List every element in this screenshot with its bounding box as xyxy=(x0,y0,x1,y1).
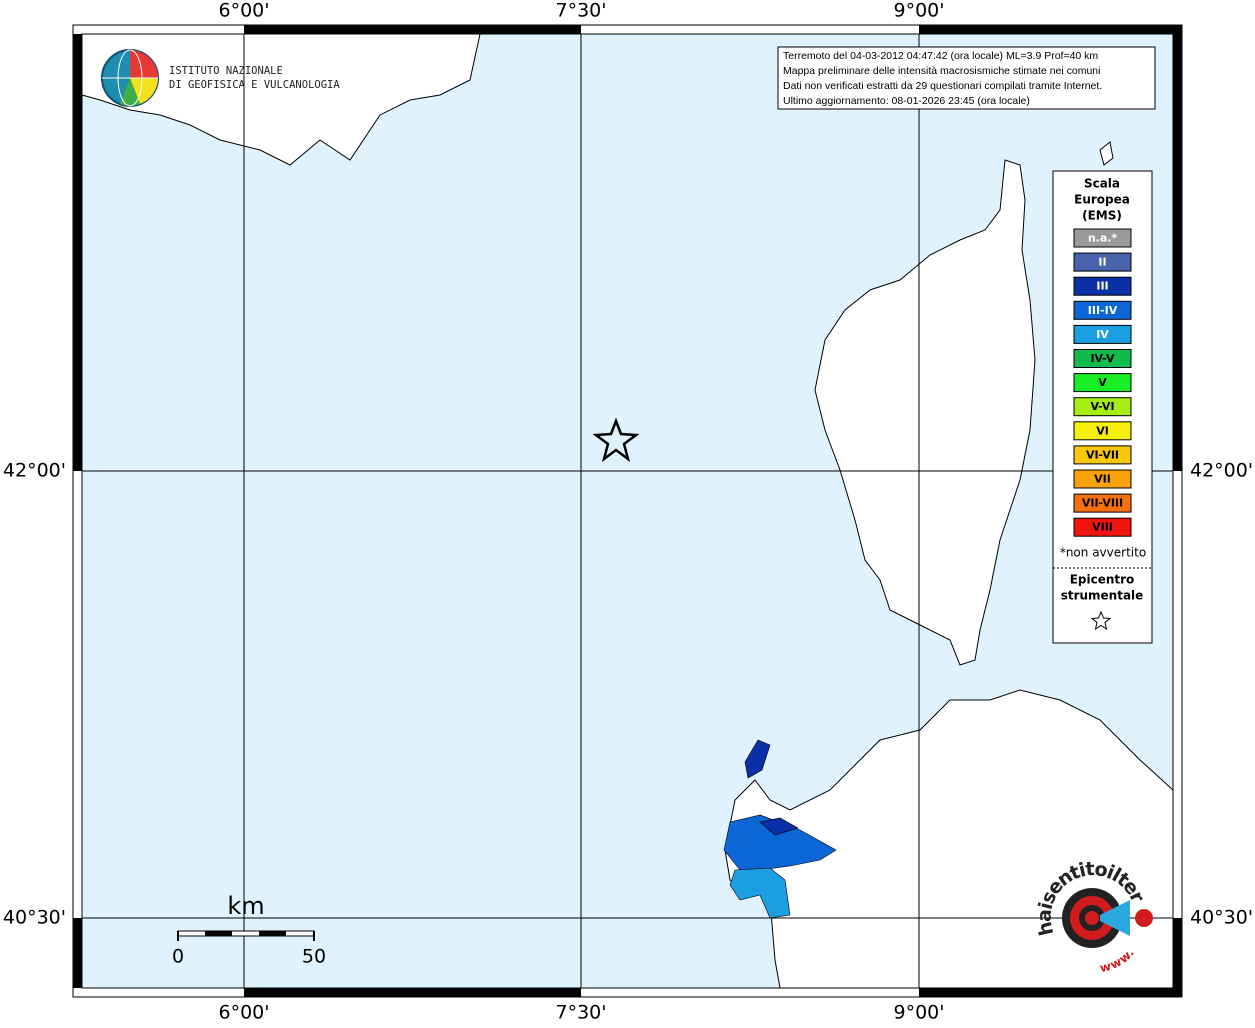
lat-label: 40°30' xyxy=(3,907,66,929)
lon-label: 6°00' xyxy=(219,0,270,22)
frame-segment xyxy=(919,988,1182,997)
logo-question xyxy=(1135,909,1153,927)
legend-footnote: *non avvertito xyxy=(1060,546,1146,560)
lat-label: 40°30' xyxy=(1190,907,1253,929)
legend-star xyxy=(1090,610,1112,631)
lat-label: 42°00' xyxy=(1190,460,1253,482)
info-box-frame xyxy=(777,46,1156,110)
legend-label: III-IV xyxy=(1088,304,1118,317)
logo-text: DI GEOFISICA E VULCANOLOGIA xyxy=(169,79,340,91)
scale-segment xyxy=(205,931,232,936)
graticule xyxy=(82,34,1173,988)
scale-unit: km xyxy=(227,892,264,920)
corsica xyxy=(814,159,1036,666)
legend-label: V xyxy=(1098,376,1107,389)
legend-epicenter: strumentale xyxy=(1061,589,1144,603)
lon-label: 7°30' xyxy=(556,1002,607,1024)
legend-swatch xyxy=(1073,373,1132,393)
frame-segment xyxy=(244,988,581,997)
frame-segment xyxy=(73,34,82,471)
legend-label: VIII xyxy=(1092,521,1113,534)
scale-segment xyxy=(259,931,286,936)
legend-swatch xyxy=(1073,324,1132,344)
legend-epicenter: Epicentro xyxy=(1070,573,1135,587)
lat-label: 42°00' xyxy=(3,460,66,482)
legend-swatch xyxy=(1073,421,1132,441)
info-line: Ultimo aggiornamento: 08-01-2026 23:45 (… xyxy=(783,95,1030,107)
logo-sector xyxy=(130,78,158,104)
region-iii xyxy=(744,739,771,779)
scale-label: 50 xyxy=(302,946,326,968)
legend-swatch xyxy=(1073,517,1132,537)
frame-segment xyxy=(244,25,581,34)
legend-label: VII-VIII xyxy=(1082,497,1123,510)
island xyxy=(1099,141,1114,166)
logo-sector xyxy=(130,50,158,78)
logo-text: ISTITUTO NAZIONALE xyxy=(169,65,283,77)
lon-label: 7°30' xyxy=(556,0,607,22)
frame-segment xyxy=(1173,918,1182,988)
legend-swatch xyxy=(1073,469,1132,489)
legend-label: n.a.* xyxy=(1088,232,1118,245)
frame-segment xyxy=(919,25,1182,34)
legend-label: III xyxy=(1096,280,1108,293)
institute-logo: ISTITUTO NAZIONALE DI GEOFISICA E VULCAN… xyxy=(101,49,340,107)
legend-swatch xyxy=(1073,349,1132,368)
legend-swatch xyxy=(1073,493,1132,513)
frame-inner xyxy=(81,33,1174,989)
land xyxy=(82,34,1173,988)
legend-swatch xyxy=(1073,276,1132,296)
scale-bar: km 0 50 xyxy=(172,892,326,968)
legend-label: V-VI xyxy=(1090,400,1114,413)
legend-swatch xyxy=(1073,228,1132,248)
legend: Scala Europea (EMS) *non avvertito Epice… xyxy=(1052,170,1153,644)
coordinate-labels: 6°00' 7°30' 9°00' 6°00' 7°30' 9°00' 42°0… xyxy=(3,0,1253,1024)
epicenter-star xyxy=(592,417,640,463)
lon-label: 9°00' xyxy=(894,0,945,22)
frame-segment xyxy=(1173,34,1182,471)
legend-title: Scala xyxy=(1084,177,1120,191)
legend-title: Europea xyxy=(1074,193,1130,207)
legend-label: VI xyxy=(1096,424,1109,437)
frame-outer xyxy=(72,24,1183,998)
legend-label: IV-V xyxy=(1090,352,1115,365)
frame-segment xyxy=(73,918,82,988)
logo-sector xyxy=(120,78,140,106)
lon-label: 6°00' xyxy=(219,1002,270,1024)
legend-label: VI-VII xyxy=(1086,448,1119,461)
lon-label: 9°00' xyxy=(894,1002,945,1024)
legend-swatch xyxy=(1073,300,1132,320)
scale-label: 0 xyxy=(172,946,184,968)
legend-label: IV xyxy=(1096,328,1109,341)
legend-label: VII xyxy=(1094,473,1111,486)
legend-swatch xyxy=(1073,252,1132,272)
scale-frame xyxy=(177,930,315,937)
france-coast xyxy=(82,34,481,166)
info-line: Dati non verificati estratti da 29 quest… xyxy=(783,80,1102,92)
region-iii xyxy=(759,817,799,836)
logo-megaphone xyxy=(1100,900,1130,936)
frame xyxy=(72,24,1183,998)
logo-center xyxy=(1085,911,1099,925)
legend-swatch xyxy=(1073,445,1132,465)
info-line: Terremoto del 04-03-2012 04:47:42 (ora l… xyxy=(783,50,1098,62)
info-line: Mappa preliminare delle intensità macros… xyxy=(783,65,1100,77)
legend-label: II xyxy=(1098,256,1106,269)
legend-swatch xyxy=(1073,397,1132,417)
legend-title: (EMS) xyxy=(1082,209,1122,223)
info-box: Terremoto del 04-03-2012 04:47:42 (ora l… xyxy=(777,46,1156,110)
